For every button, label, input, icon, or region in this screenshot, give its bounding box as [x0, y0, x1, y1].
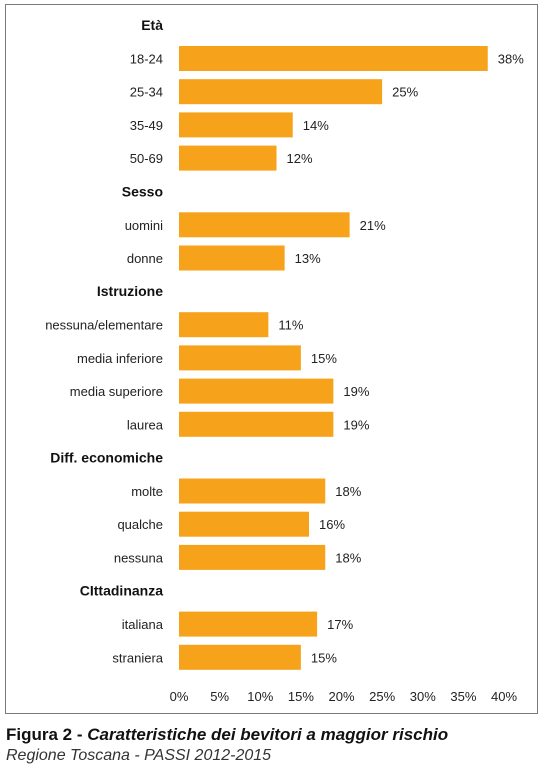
value-label-media-superiore: 19%	[343, 384, 369, 399]
bar-qualche	[179, 511, 309, 537]
bar-italiana	[179, 611, 318, 637]
value-label-laurea: 19%	[343, 417, 369, 432]
figure-caption: Figura 2 - Caratteristiche dei bevitori …	[6, 724, 542, 766]
bar-media-superiore	[179, 378, 334, 404]
value-label-25-34: 25%	[392, 85, 418, 100]
caption-subtitle: Regione Toscana - PASSI 2012-2015	[6, 747, 272, 764]
group-title-istruzione: Istruzione	[97, 283, 163, 299]
bar-35-49	[179, 112, 293, 138]
bar-laurea	[179, 411, 334, 437]
category-label-laurea: laurea	[127, 417, 164, 432]
value-label-media-inferiore: 15%	[311, 351, 337, 366]
category-label-media-superiore: media superiore	[70, 384, 163, 399]
x-tick-label: 35%	[450, 689, 476, 704]
x-tick-label: 30%	[410, 689, 436, 704]
category-label-nessuna: nessuna	[114, 550, 164, 565]
category-label-35-49: 35-49	[130, 118, 163, 133]
value-label-donne: 13%	[295, 251, 321, 266]
value-label-straniera: 15%	[311, 650, 337, 665]
caption-prefix: Figura 2 -	[6, 725, 88, 744]
bar-molte	[179, 478, 326, 504]
category-label-qualche: qualche	[117, 517, 163, 532]
group-title-sesso: Sesso	[122, 183, 163, 199]
group-title-diff-economiche: Diff. economiche	[50, 450, 163, 466]
category-label-media-inferiore: media inferiore	[77, 351, 163, 366]
x-tick-label: 20%	[328, 689, 354, 704]
x-tick-label: 5%	[210, 689, 229, 704]
category-label-straniera: straniera	[112, 650, 163, 665]
bar-25-34	[179, 79, 383, 105]
chart-frame	[5, 4, 538, 714]
category-label-18-24: 18-24	[130, 52, 163, 67]
group-title-cittadinanza: CIttadinanza	[80, 583, 163, 599]
bar-18-24	[179, 46, 488, 71]
value-label-35-49: 14%	[303, 118, 329, 133]
bar-straniera	[179, 644, 301, 670]
value-label-nessuna-elementare: 11%	[278, 318, 303, 333]
value-label-molte: 18%	[335, 484, 361, 499]
value-label-italiana: 17%	[327, 617, 353, 632]
category-label-nessuna-elementare: nessuna/elementare	[45, 318, 163, 333]
bar-media-inferiore	[179, 345, 301, 371]
value-label-50-69: 12%	[287, 151, 313, 166]
category-label-molte: molte	[131, 484, 163, 499]
x-tick-label: 0%	[170, 689, 189, 704]
caption-title: Caratteristiche dei bevitori a maggior r…	[87, 725, 449, 744]
bar-donne	[179, 245, 285, 271]
bar-50-69	[179, 145, 277, 171]
bar-chart: Età 18-24 38% 25-34 25% 35-49 14% 50-69 12% Sesso…	[45, 17, 524, 704]
value-label-nessuna: 18%	[335, 550, 361, 565]
value-label-18-24: 38%	[498, 52, 524, 67]
category-label-donne: donne	[127, 251, 163, 266]
bar-nessuna-elementare	[179, 312, 269, 338]
bar-nessuna	[179, 544, 326, 570]
x-tick-label: 40%	[491, 689, 517, 704]
category-label-25-34: 25-34	[130, 85, 163, 100]
category-label-uomini: uomini	[125, 218, 163, 233]
bar-uomini	[179, 212, 350, 238]
value-label-qualche: 16%	[319, 517, 345, 532]
x-tick-label: 10%	[247, 689, 273, 704]
category-label-italiana: italiana	[122, 617, 164, 632]
caption-title-line: Figura 2 - Caratteristiche dei bevitori …	[6, 724, 542, 745]
group-title-et: Età	[141, 17, 163, 33]
category-label-50-69: 50-69	[130, 151, 163, 166]
value-label-uomini: 21%	[360, 218, 386, 233]
x-tick-label: 15%	[288, 689, 314, 704]
x-tick-label: 25%	[369, 689, 395, 704]
